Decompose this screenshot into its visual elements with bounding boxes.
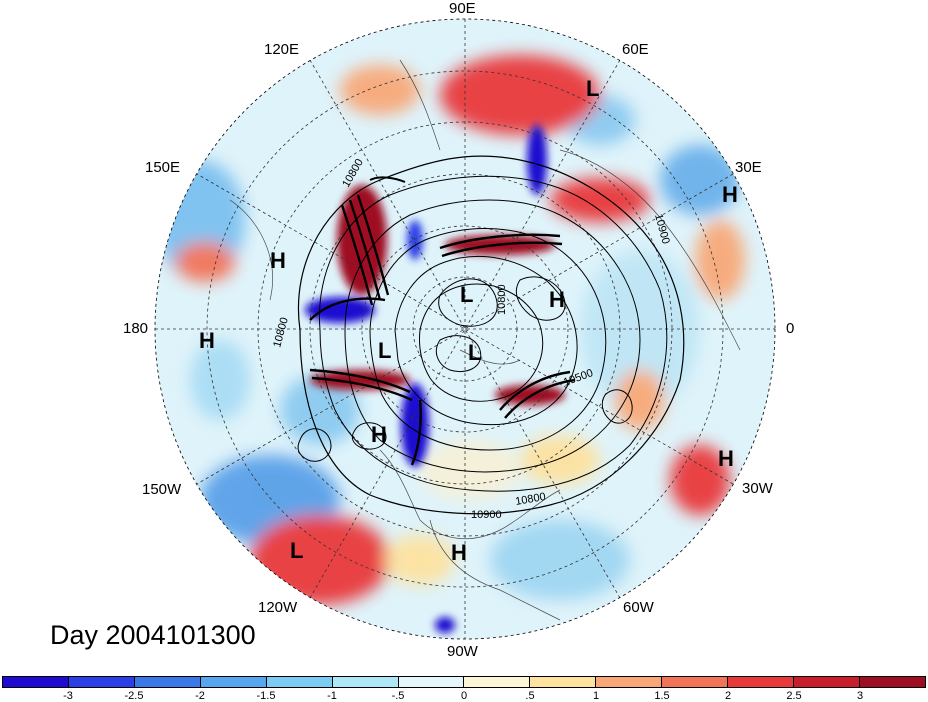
colorbar-tick-label: .5 — [525, 690, 535, 702]
high-center: H — [199, 328, 215, 353]
colorbar-swatch — [266, 677, 333, 687]
graticule — [155, 19, 775, 639]
colorbar-swatch — [859, 677, 925, 687]
low-center: L — [378, 338, 391, 363]
colorbar — [2, 676, 926, 688]
height-contours — [297, 155, 685, 515]
colorbar-swatch — [332, 677, 399, 687]
lon-label-30w: 30W — [742, 480, 773, 497]
lon-label-0: 0 — [786, 320, 795, 337]
colorbar-tick-label: 1.5 — [654, 690, 670, 702]
map-boundary — [154, 18, 776, 640]
colorbar-swatch — [530, 677, 597, 687]
colorbar-tick-label: -3 — [63, 690, 73, 702]
high-center: H — [722, 182, 738, 207]
colorbar-tick-label: 3 — [856, 690, 864, 702]
lon-label-180: 180 — [123, 320, 149, 337]
low-center: L — [460, 282, 473, 307]
colorbar-swatch — [134, 677, 201, 687]
colorbar-tick-label: 1 — [592, 690, 600, 702]
high-center: H — [549, 287, 565, 312]
colorbar-tick-label: -1.5 — [256, 690, 276, 702]
colorbar-tick-label: -2.5 — [124, 690, 144, 702]
high-center: H — [718, 446, 734, 471]
colorbar-swatch — [200, 677, 267, 687]
colorbar-swatch — [794, 677, 860, 687]
pressure-centers: L H H L H H L L H H L H — [199, 76, 738, 565]
colorbar-swatch — [68, 677, 135, 687]
colorbar-swatch — [596, 677, 663, 687]
colorbar-tick-label: -2 — [195, 690, 205, 702]
low-center: L — [586, 76, 599, 101]
lon-label-90w: 90W — [447, 643, 478, 660]
lon-label-60w: 60W — [623, 599, 654, 616]
day-title: Day 2004101300 — [50, 620, 256, 650]
coastlines — [229, 59, 741, 621]
contour-label: 10900 — [471, 509, 502, 521]
low-center: L — [290, 538, 303, 563]
lon-label-90e: 90E — [449, 0, 476, 17]
high-center: H — [451, 540, 467, 565]
high-center: H — [270, 248, 286, 273]
high-center: H — [371, 422, 387, 447]
lon-label-150e: 150E — [145, 159, 181, 176]
colorbar-swatch — [464, 677, 531, 687]
lon-label-120e: 120E — [264, 41, 300, 58]
colorbar-tick-label: 0 — [460, 690, 468, 702]
low-center: L — [468, 340, 481, 365]
lon-label-60e: 60E — [622, 41, 649, 58]
colorbar-swatch — [728, 677, 795, 687]
lon-label-30e: 30E — [735, 159, 762, 176]
colorbar-tick-label: 2 — [724, 690, 732, 702]
anomaly-field: 10800 10900 10500 10800 10900 10800 1080… — [155, 19, 775, 639]
lon-label-120w: 120W — [258, 599, 298, 616]
colorbar-swatch — [3, 677, 69, 687]
colorbar-tick-label: 2.5 — [786, 690, 802, 702]
contour-label: 10800 — [496, 284, 508, 315]
colorbar-tick-label: -1 — [327, 690, 337, 702]
colorbar-swatch — [662, 677, 729, 687]
lon-label-150w: 150W — [142, 481, 182, 498]
colorbar-swatch — [398, 677, 465, 687]
colorbar-tick-label: -.5 — [391, 690, 405, 702]
